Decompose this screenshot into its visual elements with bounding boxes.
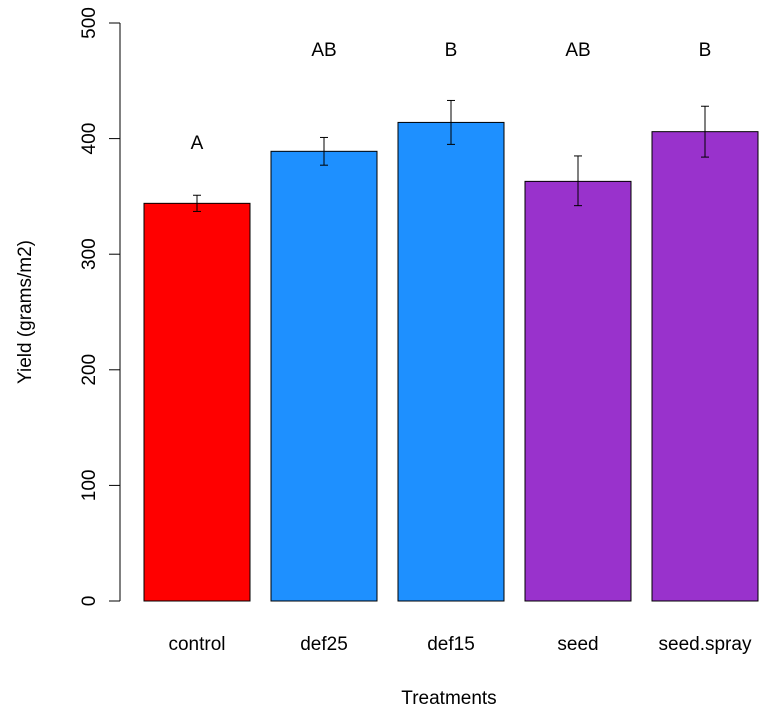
significance-label: B xyxy=(445,40,458,61)
bar-seed-spray xyxy=(651,131,759,602)
bar-def25 xyxy=(270,150,378,602)
significance-label: B xyxy=(699,40,712,61)
y-tick-label: 200 xyxy=(79,354,100,386)
bar-def15 xyxy=(397,121,505,602)
bar-control xyxy=(143,202,251,602)
x-axis-title: Treatments xyxy=(401,688,496,709)
category-label: seed.spray xyxy=(659,634,752,655)
y-axis-title: Yield (grams/m2) xyxy=(15,240,36,384)
y-tick-label: 400 xyxy=(79,123,100,155)
significance-label: A xyxy=(191,133,204,154)
category-label: def15 xyxy=(427,634,475,655)
bar-seed xyxy=(524,180,632,602)
category-label: def25 xyxy=(300,634,348,655)
significance-label: AB xyxy=(565,40,590,61)
category-label: control xyxy=(168,634,225,655)
significance-label: AB xyxy=(311,40,336,61)
category-label: seed xyxy=(557,634,598,655)
y-tick-label: 500 xyxy=(79,7,100,39)
category-labels: control def25 def15 seed seed.spray xyxy=(168,634,751,655)
y-axis-ticks: 0 100 200 300 400 500 xyxy=(79,7,120,606)
y-tick-label: 0 xyxy=(79,596,100,607)
significance-labels: A AB B AB B xyxy=(191,40,712,154)
y-tick-label: 300 xyxy=(79,238,100,270)
error-bars xyxy=(193,99,709,212)
bars xyxy=(143,121,759,602)
y-tick-label: 100 xyxy=(79,470,100,502)
